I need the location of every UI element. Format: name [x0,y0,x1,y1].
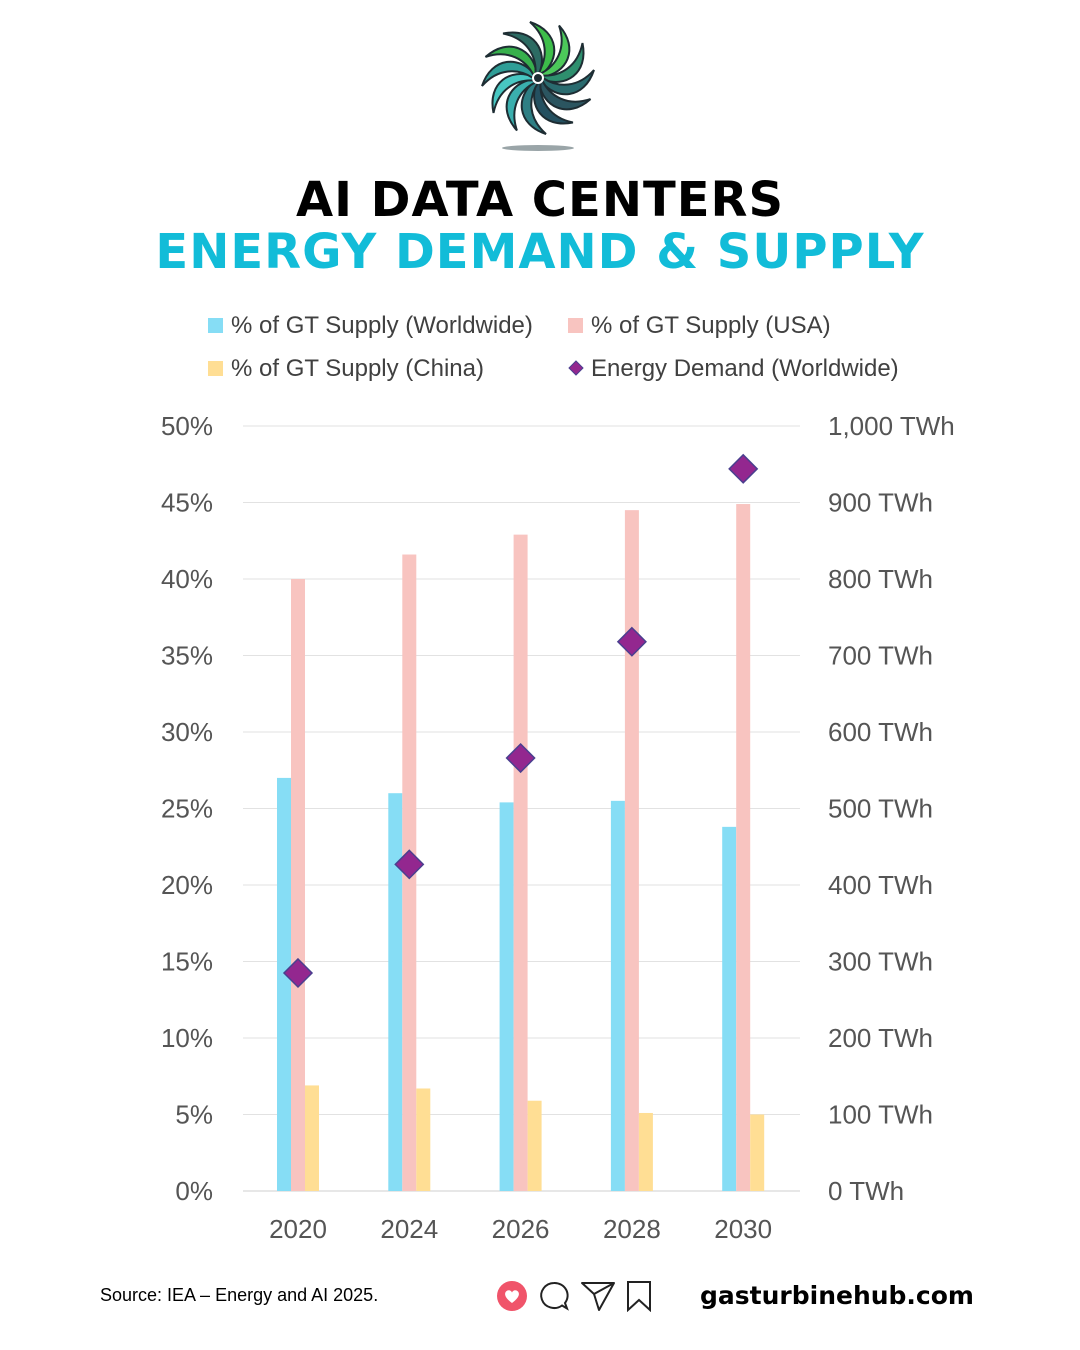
x-tick: 2024 [380,1214,438,1244]
logo [481,21,595,151]
y-left-tick: 45% [161,488,213,518]
y-right-tick: 900 TWh [828,488,933,518]
legend-swatch [208,318,223,333]
bar-china [638,1112,653,1191]
bar-worldwide [499,802,514,1191]
logo-blade-shape [538,78,592,111]
logo-blade [533,80,574,125]
y-right-tick: 200 TWh [828,1023,933,1053]
title-line-1: AI DATA CENTERS [295,172,785,228]
y-left-tick: 30% [161,717,213,747]
bar-worldwide [610,800,625,1191]
legend-swatch [208,361,223,376]
legend-label: Energy Demand (Worldwide) [591,355,899,382]
legend-swatch [568,360,584,376]
y-left-tick: 10% [161,1023,213,1053]
source-note: Source: IEA – Energy and AI 2025. [100,1285,379,1305]
logo-blade [491,73,536,114]
send-icon[interactable] [580,1280,616,1312]
y-left-tick: 40% [161,564,213,594]
demand-marker [728,453,759,484]
heart-icon[interactable] [496,1280,528,1312]
y-left-tick: 0% [175,1176,213,1206]
y-left-tick: 25% [161,794,213,824]
logo-blade [540,69,595,96]
logo-blade-shape [533,80,574,125]
legend-label: % of GT Supply (Worldwide) [231,312,533,339]
bar-worldwide [722,826,737,1191]
x-tick: 2028 [603,1214,661,1244]
bar-china [305,1085,319,1191]
logo-blade [520,80,547,135]
bar-worldwide [388,793,403,1191]
x-tick: 2026 [492,1214,550,1244]
logo-blade-shape [529,21,556,76]
demand-marker [282,957,314,989]
logo-hub [534,74,542,82]
bar-usa [291,579,305,1191]
logo-blade [529,21,556,76]
logo-blade-shape [484,45,538,78]
logo-blade [540,42,585,83]
logo-blade-shape [538,24,571,78]
legend-swatch [568,318,583,333]
bar-usa [513,534,528,1191]
bar-usa [736,504,751,1191]
logo-blade [538,78,592,111]
logo-blade-shape [481,60,536,87]
y-right-tick: 800 TWh [828,564,933,594]
demand-marker [616,626,647,657]
website-link[interactable]: gasturbinehub.com [700,1281,974,1310]
logo-blade [484,45,538,78]
social-icons [496,1280,652,1312]
y-right-tick: 400 TWh [828,870,933,900]
bar-usa [624,510,639,1191]
y-left-tick: 5% [175,1100,213,1130]
logo-blade-shape [540,69,595,96]
legend-label: % of GT Supply (USA) [591,312,831,339]
bar-china [527,1100,542,1191]
y-left-tick: 20% [161,870,213,900]
logo-blade-shape [491,73,536,114]
logo-blade-shape [502,31,543,76]
demand-marker [394,849,425,880]
title-line-2: ENERGY DEMAND & SUPPLY [155,224,925,280]
logo-blade [481,60,536,87]
y-right-tick: 500 TWh [828,794,933,824]
legend-label: % of GT Supply (China) [231,355,484,382]
logo-blade-shape [540,42,585,83]
comment-icon[interactable] [538,1280,570,1312]
y-right-tick: 600 TWh [828,717,933,747]
logo-blade-shape [520,80,547,135]
demand-marker [505,742,536,774]
logo-blade-shape [505,78,538,132]
bar-china [416,1088,431,1191]
y-right-tick: 300 TWh [828,947,933,977]
y-right-tick: 700 TWh [828,641,933,671]
logo-blade [538,24,571,78]
y-right-tick: 100 TWh [828,1100,933,1130]
y-left-tick: 50% [161,411,213,441]
y-right-tick: 0 TWh [828,1176,904,1206]
bar-china [750,1114,765,1191]
y-left-tick: 15% [161,947,213,977]
y-left-tick: 35% [161,641,213,671]
x-tick: 2030 [714,1214,772,1244]
y-right-tick: 1,000 TWh [828,411,955,441]
bar-worldwide [277,777,291,1191]
bookmark-icon[interactable] [626,1280,652,1312]
logo-shadow [502,145,574,151]
x-tick: 2020 [269,1214,327,1244]
logo-blade [502,31,543,76]
logo-blade [505,78,538,132]
